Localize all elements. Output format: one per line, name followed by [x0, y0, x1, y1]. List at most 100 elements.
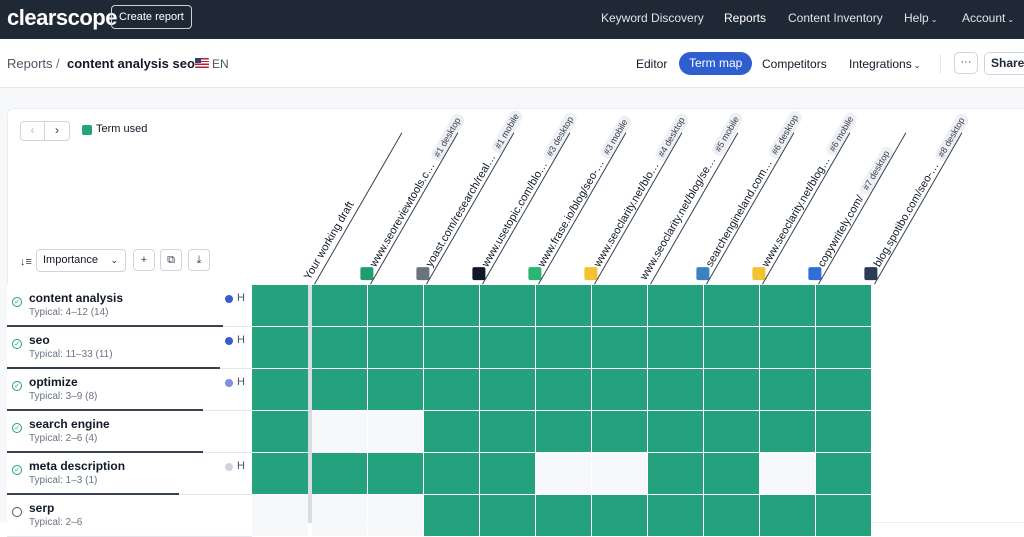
term-cell [704, 453, 759, 494]
term-cell [816, 369, 871, 410]
term-cell [252, 453, 308, 494]
importance-dot-icon [225, 379, 233, 387]
heading-indicator: H [237, 334, 245, 346]
usage-progress-bar [7, 325, 223, 327]
table-row[interactable]: ✓ content analysis Typical: 4–12 (14) H [7, 285, 252, 327]
heading-indicator: H [237, 376, 245, 388]
term-cell [536, 369, 591, 410]
share-button[interactable]: Share [984, 52, 1024, 75]
term-cell [424, 495, 479, 536]
term-typical: Typical: 2–6 (4) [29, 433, 98, 444]
sort-select-value: Importance [43, 254, 99, 266]
tab-competitors[interactable]: Competitors [762, 57, 827, 71]
term-cell [816, 285, 871, 326]
legend-label: Term used [96, 123, 148, 135]
table-row[interactable]: ✓ seo Typical: 11–33 (11) H [7, 327, 252, 369]
term-cell [312, 453, 367, 494]
tab-term-map[interactable]: Term map [679, 52, 753, 75]
term-cell [592, 369, 647, 410]
copywritely-icon [808, 267, 822, 281]
term-cell [368, 369, 423, 410]
term-cell [480, 453, 535, 494]
importance-dot-icon [225, 295, 233, 303]
term-cell [480, 369, 535, 410]
term-cell [536, 285, 591, 326]
term-cell [536, 453, 591, 494]
term-cell [480, 327, 535, 368]
term-cell [592, 453, 647, 494]
check-circle-icon: ✓ [12, 507, 22, 517]
term-cell [312, 369, 367, 410]
term-cell [252, 411, 308, 452]
term-cell [312, 411, 367, 452]
sort-select[interactable]: Importance ⌄ [36, 249, 126, 272]
copy-icon[interactable]: ⧉ [160, 249, 182, 271]
tab-integrations[interactable]: Integrations ⌄ [849, 57, 920, 71]
draft-divider [308, 285, 312, 523]
page-title: content analysis seo [67, 56, 195, 71]
nav-account[interactable]: Account ⌄ [962, 11, 1014, 25]
sort-icon: ↓≡ [20, 256, 32, 268]
table-row[interactable]: ✓ meta description Typical: 1–3 (1) H [7, 453, 252, 495]
usage-progress-bar [7, 493, 179, 495]
term-name: seo [29, 333, 50, 347]
seoclarity-icon [584, 267, 598, 281]
term-name: optimize [29, 375, 78, 389]
chevron-down-icon: ⌄ [913, 61, 921, 70]
term-cell [424, 285, 479, 326]
chevron-left-icon[interactable]: ‹ [21, 122, 45, 140]
heading-indicator: H [237, 292, 245, 304]
term-cell [536, 327, 591, 368]
term-cell [760, 369, 815, 410]
term-typical: Typical: 11–33 (11) [29, 349, 113, 360]
term-cell [816, 327, 871, 368]
table-row[interactable]: ✓ search engine Typical: 2–6 (4) [7, 411, 252, 453]
nav-help[interactable]: Help ⌄ [904, 11, 937, 25]
term-cell [312, 495, 367, 536]
download-icon[interactable]: ⤓ [188, 249, 210, 271]
breadcrumb-separator: / [56, 56, 60, 71]
usage-progress-bar [7, 367, 221, 369]
term-name: meta description [29, 459, 126, 473]
term-typical: Typical: 4–12 (14) [29, 307, 109, 318]
heading-indicator: H [237, 460, 245, 472]
term-cell [592, 411, 647, 452]
term-cell [252, 495, 308, 536]
check-circle-icon: ✓ [12, 339, 22, 349]
term-typical: Typical: 1–3 (1) [29, 475, 98, 486]
term-cell [368, 453, 423, 494]
nav-label: Reports [724, 11, 767, 25]
tab-editor[interactable]: Editor [636, 57, 668, 71]
term-cell [424, 411, 479, 452]
table-row[interactable]: ✓ optimize Typical: 3–9 (8) H [7, 369, 252, 411]
breadcrumb-reports[interactable]: Reports [7, 56, 53, 71]
term-name: content analysis [29, 291, 124, 305]
nav-keyword-discovery[interactable]: Keyword Discovery [601, 11, 704, 25]
check-circle-icon: ✓ [12, 297, 22, 307]
term-cell [760, 411, 815, 452]
check-circle-icon: ✓ [12, 423, 22, 433]
check-circle-icon: ✓ [12, 381, 22, 391]
nav-content-inventory[interactable]: Content Inventory [788, 11, 883, 25]
add-term-button[interactable]: + [133, 249, 155, 271]
us-flag-icon [195, 58, 209, 68]
divider [940, 54, 941, 74]
brand-logo[interactable]: clearscope [7, 5, 117, 30]
term-cell [424, 369, 479, 410]
nav-reports[interactable]: Reports [724, 11, 766, 25]
term-cell [480, 495, 535, 536]
chevron-right-icon[interactable]: › [55, 123, 59, 137]
more-options-button[interactable]: ··· [954, 52, 978, 74]
term-cell [252, 327, 308, 368]
term-cell [368, 285, 423, 326]
term-cell [648, 327, 703, 368]
tab-label: Integrations [849, 57, 912, 71]
nav-label: Account [962, 11, 1006, 25]
top-navigation-bar: clearscope Create report Keyword Discove… [0, 0, 1024, 39]
term-cell [252, 369, 308, 410]
create-report-button[interactable]: Create report [111, 5, 192, 29]
term-cell [368, 411, 423, 452]
term-cell [816, 411, 871, 452]
term-cell [536, 411, 591, 452]
